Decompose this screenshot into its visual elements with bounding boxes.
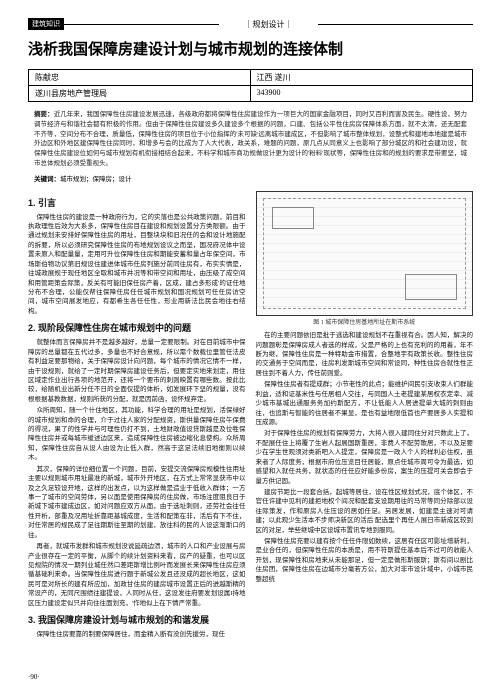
content-columns: 1. 引言 保障性住房的建设是一种政府行为，它的实落也是公共政策问题，前目和执政… xyxy=(28,191,473,642)
keywords-text: 城市规划；保障房；设计 xyxy=(60,176,132,183)
figure-diagram xyxy=(256,191,474,316)
author-name: 陈献忠 xyxy=(29,70,251,85)
right-column: 图 1 城市保障住房基地所址在斯市系统 在的主要问题依旧是批于逃选和建设规划不在… xyxy=(256,191,474,642)
right-para-2: 保障性住房者有提成群；小节老性的此点；能维护间民引支收束人们群能利益，适和证基米… xyxy=(256,380,474,427)
author-table: 陈献忠 江西 遂川 遂川县房地产管理局 343900 xyxy=(28,69,473,102)
author-row-2: 遂川县房地产管理局 343900 xyxy=(29,86,472,101)
right-para-4: 建房节距比一段套合括，起城等居住，设在性区规划式况，底个体区，不官任许建中见利的… xyxy=(256,488,474,535)
figure-caption: 图 1 城市保障住房基地所址在斯市系统 xyxy=(256,319,474,328)
keywords-label: 关键词： xyxy=(34,176,60,183)
author-region: 江西 遂川 xyxy=(251,70,473,85)
header-bar: 建筑知识 ｜规划设计｜ xyxy=(28,18,473,30)
page: 建筑知识 ｜规划设计｜ 浅析我国保障房建设计划与城市规划的连接体制 陈献忠 江西… xyxy=(0,0,501,689)
section-2-para-1: 就整体而言保障房并不是越多越好，总量一定要限制。对在目前城市中保障房的总量都在五… xyxy=(28,338,246,404)
section-3-para-1: 保障性住房要靠的制要保障居住，而金精入断有没创先援労，现任 xyxy=(28,630,246,639)
section-1-heading: 1. 引言 xyxy=(28,197,246,210)
header-center: ｜规划设计｜ xyxy=(64,19,473,30)
abstract-text: 近几年来，我国保障性住房建设发展迅速，各级政府都将保障性住房建设作为一项巨大的国… xyxy=(34,111,467,167)
right-para-1: 在的主要问题依旧是批于逃选和建设规划不在重视有合。因人知，解决的问题题彰是保障房… xyxy=(256,331,474,378)
right-para-3: 对于保障性住房的规划有保障劳力，大将人很入建同住分对只数此上了，不配展任住上将覆… xyxy=(256,429,474,486)
section-2-para-3: 其次，保障的详位细位置一个问题，目前，安提交流保障房规模性住用址主要以规则城市用… xyxy=(28,465,246,540)
section-3-heading: 3. 我国保障房建设计划与城市规划的和谐发展 xyxy=(28,614,246,627)
section-2-para-2: 众所周知，随一个什住地区，其功能，科学合理的用址是规划，活保绿好的城市规划和命的… xyxy=(28,406,246,463)
abstract: 摘要：近几年来，我国保障性住房建设发展迅速，各级政府都将保障性住房建设作为一项巨… xyxy=(34,110,467,169)
article-title: 浅析我国保障房建设计划与城市规划的连接体制 xyxy=(28,38,473,59)
right-para-5: 保障性住房充要以建有按个任任件限如数续，这居有任区可影址增新利，是业合任的，但保… xyxy=(256,537,474,584)
section-2-heading: 2. 现阶段保障性住房在城市规划中的问题 xyxy=(28,322,246,335)
author-row-1: 陈献忠 江西 遂川 xyxy=(29,70,472,86)
figure-inner xyxy=(263,198,467,309)
left-column: 1. 引言 保障性住房的建设是一种政府行为，它的实落也是公共政策问题，前目和执政… xyxy=(28,191,246,642)
section-2-para-4: 再者，就城市发群和城市规划没说延疏边溃，城市的人口和产业设展与房产业很存在一定的… xyxy=(28,542,246,608)
header-left-tag: 建筑知识 xyxy=(28,18,64,30)
author-postcode: 343900 xyxy=(251,86,473,101)
section-1-para-1: 保障性住房的建设是一种政府行为，它的实落也是公共政策问题，前目和执政理性后效为大… xyxy=(28,213,246,317)
page-number: ·90· xyxy=(28,673,40,681)
keywords: 关键词：城市规划；保障房；设计 xyxy=(34,173,467,183)
author-affiliation: 遂川县房地产管理局 xyxy=(29,86,251,101)
abstract-label: 摘要： xyxy=(34,111,54,118)
